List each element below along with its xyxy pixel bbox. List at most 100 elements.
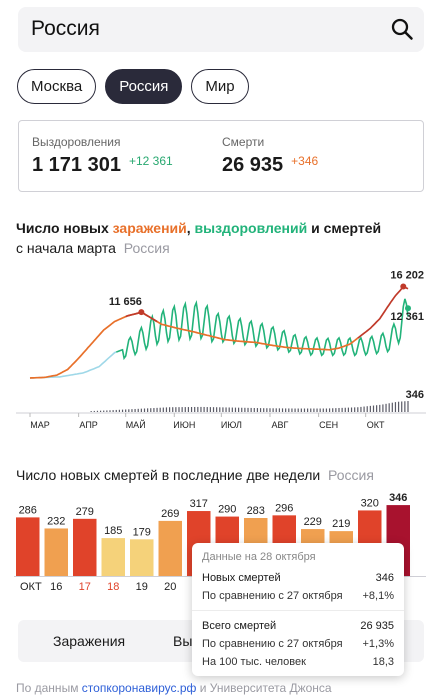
source-link[interactable]: стопкоронавирус.рф (81, 681, 197, 695)
death-bar (379, 404, 381, 412)
deaths-stat: Смерти 26 935 +346 (222, 135, 318, 177)
death-bar (385, 403, 387, 412)
death-bar (322, 408, 324, 412)
death-bar (209, 407, 211, 412)
death-bar (250, 407, 252, 412)
bar-value-9: 296 (275, 502, 293, 514)
death-bar (300, 408, 302, 412)
death-bar (303, 408, 306, 412)
latest-infections-marker (400, 283, 407, 290)
peak-marker (138, 309, 145, 316)
latest-infections-label: 16 202 (390, 270, 424, 282)
bar-value-8: 283 (247, 505, 265, 517)
death-bar (115, 409, 117, 412)
stats-card: Выздоровления 1 171 301 +12 361 Смерти 2… (18, 120, 424, 192)
title-infections: заражений (112, 220, 187, 236)
death-bar (357, 407, 359, 412)
death-bar (338, 407, 340, 412)
death-bar (93, 410, 95, 412)
region-pill-moscow[interactable]: Москва (17, 69, 97, 104)
tab-infections[interactable]: Заражения (53, 633, 126, 649)
bar-value-13: 346 (389, 492, 407, 504)
death-bar (109, 410, 111, 412)
death-bar (266, 408, 268, 412)
data-tooltip: Данные на 28 октября Новых смертей 346 П… (192, 543, 404, 676)
title-deaths: смертей (323, 220, 382, 236)
death-bar (354, 407, 356, 412)
death-bar-2[interactable] (73, 518, 97, 576)
latest-recoveries-label: 12 361 (390, 311, 424, 323)
death-bar (307, 408, 309, 412)
death-bar (372, 405, 375, 412)
death-bar (291, 408, 293, 412)
death-bar (219, 407, 221, 412)
death-bar (363, 406, 365, 412)
bar-day-label-4: 19 (136, 581, 148, 592)
death-bar-4[interactable] (130, 539, 154, 576)
death-bar (234, 407, 237, 412)
bar-value-11: 219 (332, 518, 350, 530)
source-footer: По данным стопкоронавирус.рф и Университ… (16, 681, 332, 695)
tooltip-per100-label: На 100 тыс. человек (202, 656, 306, 668)
region-pill-world[interactable]: Мир (191, 69, 249, 104)
death-bar (388, 403, 390, 412)
deaths-value: 26 935 (222, 154, 284, 176)
search-query[interactable]: Россия (31, 17, 100, 40)
tooltip-cmp1-label: По сравнению с 27 октября (202, 590, 343, 602)
footer-suffix: и Университета Джонса (196, 681, 332, 695)
death-bar (247, 407, 249, 412)
bar-value-1: 232 (47, 515, 65, 527)
tooltip-total-value: 26 935 (360, 620, 394, 632)
month-label-0: МАР (30, 420, 50, 430)
main-chart: МАР АПР МАЙ ИЮН ИЮЛ АВГ СЕН ОКТ 11 656 16 202 12 3… (16, 270, 426, 430)
tooltip-cmp2-value: +1,3% (362, 638, 395, 650)
death-bar (197, 406, 199, 412)
death-bar (203, 406, 205, 412)
death-bar (200, 406, 202, 412)
death-bar (103, 410, 105, 412)
death-bar-0[interactable] (16, 517, 40, 576)
death-bar-3[interactable] (101, 538, 126, 576)
death-bar (341, 407, 343, 412)
search-bar[interactable]: Россия (18, 7, 424, 52)
death-bar (238, 407, 240, 412)
death-bar (241, 407, 243, 412)
region-pill-russia[interactable]: Россия (105, 69, 183, 104)
death-bar (310, 408, 312, 412)
death-bar (118, 409, 121, 412)
death-bar (134, 408, 136, 412)
death-bar (140, 408, 142, 412)
peak-label: 11 656 (109, 296, 142, 308)
death-bar (125, 409, 127, 412)
bar-day-label-5: 20 (164, 581, 176, 592)
death-bar (112, 410, 114, 412)
search-icon[interactable] (390, 17, 414, 41)
death-bar (187, 407, 190, 412)
month-label-1: АПР (79, 420, 97, 430)
death-bar (184, 407, 186, 412)
death-bar (159, 407, 161, 412)
death-bar (319, 408, 321, 412)
series-infections (29, 311, 359, 379)
bar-day-label-0: ОКТ (20, 581, 42, 592)
bars-title-region: Россия (328, 467, 374, 483)
bars-title-text: Число новых смертей в последние две неде… (16, 467, 321, 483)
series-deaths (90, 401, 409, 412)
deaths-label: Смерти (222, 135, 265, 149)
deaths-delta: +346 (291, 154, 319, 168)
tooltip-divider (192, 610, 404, 611)
series-infections-late (357, 285, 409, 339)
death-bar-5[interactable] (158, 520, 183, 576)
latest-deaths-label: 346 (406, 389, 424, 401)
death-bar (335, 408, 337, 412)
death-bar (190, 407, 193, 412)
bar-day-label-1: 16 (50, 581, 62, 592)
death-bar (156, 407, 158, 412)
death-bar (397, 401, 400, 412)
death-bar (128, 409, 130, 412)
death-bar (347, 407, 349, 412)
bar-day-label-3: 18 (107, 581, 119, 592)
death-bar (225, 407, 227, 412)
month-label-2: МАЙ (126, 419, 146, 430)
death-bar-1[interactable] (44, 528, 69, 576)
